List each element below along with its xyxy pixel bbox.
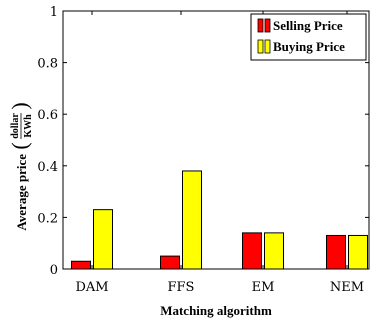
legend-swatch-selling-a [257,18,264,33]
legend: Selling Price Buying Price [250,13,367,61]
y-axis-title: Average price ( dollar KWh ) [7,102,34,230]
y-tick-label: 0 [50,263,58,278]
y-tick-label: 0.2 [37,211,58,226]
bar-buying-price-dam [93,209,113,270]
y-tick-label: 0.6 [37,108,58,123]
y-axis-paren-close: ) [7,102,32,109]
bar-buying-price-nem [348,234,368,270]
legend-swatch-selling-b [264,18,271,33]
y-axis-unit-numerator: dollar [10,113,21,139]
bar-buying-price-em [264,232,284,270]
bar-selling-price-dam [71,260,91,270]
bars-group [71,170,368,270]
x-ticks-group: DAM FFS EM NEM [75,11,364,295]
y-axis-title-text: Average price [14,154,29,231]
y-tick-label: 1 [50,5,58,20]
y-axis-paren-open: ( [7,142,32,149]
bar-selling-price-em [242,232,262,270]
x-tick-label: EM [252,280,275,295]
y-axis-unit-denominator: KWh [23,114,34,138]
legend-label-buying: Buying Price [273,39,345,54]
y-tick-label: 0.8 [37,57,58,72]
legend-swatch-buying-b [264,39,271,54]
bar-selling-price-nem [326,234,346,270]
bar-buying-price-ffs [182,170,202,270]
plot-frame [62,10,370,270]
x-axis-title: Matching algorithm [160,303,272,318]
y-tick-label: 0.4 [37,160,58,175]
x-tick-label: NEM [330,280,364,295]
y-ticks-group: 0 0.2 0.4 0.6 0.8 1 [37,5,369,278]
x-tick-label: FFS [168,280,195,295]
x-tick-label: DAM [75,280,108,295]
legend-swatch-buying-a [257,39,264,54]
bar-selling-price-ffs [160,255,180,270]
legend-label-selling: Selling Price [273,18,343,33]
